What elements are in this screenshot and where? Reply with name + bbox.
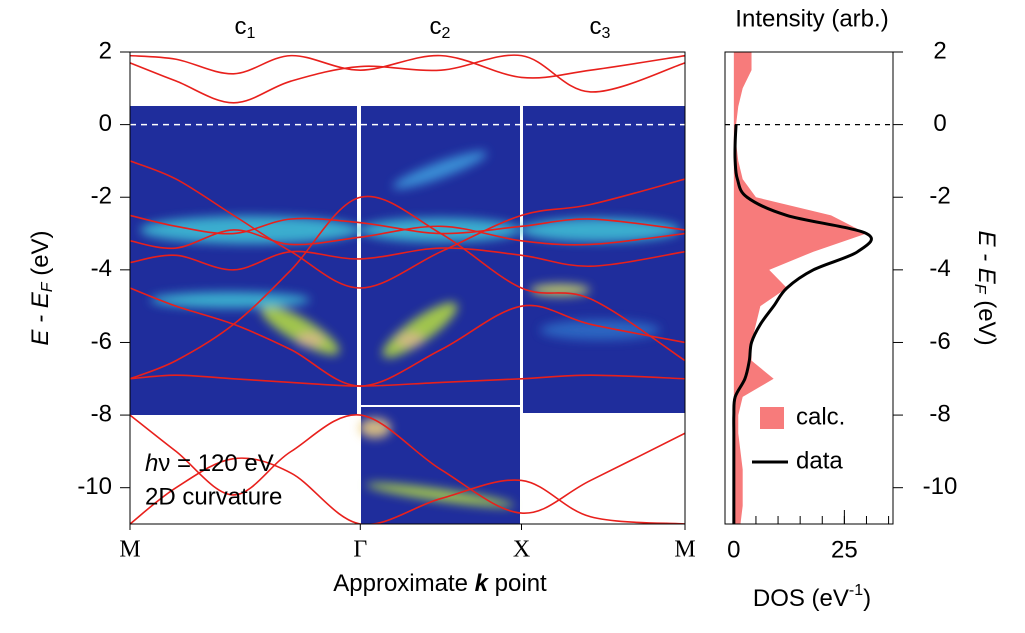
y-tick-label: 2 (99, 37, 112, 64)
panel-label: c1 (235, 13, 256, 42)
x-tick-label: X (513, 537, 530, 563)
y-tick-label: -8 (91, 400, 112, 427)
dos-line (732, 124, 873, 524)
y-tick-label: -6 (91, 328, 112, 355)
band-line (130, 414, 685, 514)
x-tick-label: M (119, 537, 140, 563)
annotation: hν = 120 eV (145, 450, 274, 477)
y-tick-label: 0 (99, 110, 112, 137)
frame (724, 51, 894, 525)
dos-area (733, 52, 867, 524)
x-axis-label: Approximate k point (333, 570, 547, 597)
band-line (130, 160, 685, 289)
x-tick-label: 25 (831, 536, 858, 563)
band-line (130, 54, 685, 104)
y-tick-label: -10 (77, 473, 112, 500)
legend-label: calc. (796, 403, 845, 430)
band-line (130, 54, 685, 79)
band-line (130, 287, 685, 387)
legend-swatch (760, 407, 784, 429)
band-line (130, 214, 685, 235)
y-tick-label: 0 (933, 110, 946, 137)
y-tick-label: 2 (933, 37, 946, 64)
y-axis-label: E - EF (eV) (27, 230, 56, 345)
legend-label: data (796, 447, 843, 474)
y-tick-label: -4 (91, 255, 112, 282)
y-tick-label: -8 (929, 400, 950, 427)
x-tick-label: Γ (353, 537, 367, 563)
dos-plot (725, 52, 893, 524)
annotation: 2D curvature (145, 483, 282, 510)
y-tick-label: -2 (929, 183, 950, 210)
band-line (130, 195, 685, 380)
y-tick-label: -4 (929, 255, 950, 282)
band-line (130, 457, 685, 524)
y-tick-label: -6 (929, 328, 950, 355)
x-tick-label: M (674, 537, 695, 563)
band-line (130, 247, 685, 271)
y-tick-label: -2 (91, 183, 112, 210)
y-axis-label: E - EF (eV) (971, 230, 1000, 345)
panel-label: c3 (590, 13, 611, 42)
x-axis-label: DOS (eV-1) (753, 582, 871, 612)
bands (130, 54, 685, 524)
band-line (130, 225, 685, 250)
x-tick-label: 0 (727, 536, 740, 563)
frame (129, 51, 686, 525)
y-tick-label: -10 (923, 473, 958, 500)
chart-title: Intensity (arb.) (735, 5, 888, 32)
band-line (130, 374, 685, 387)
heatmap (130, 106, 685, 524)
panel-label: c2 (430, 13, 451, 42)
